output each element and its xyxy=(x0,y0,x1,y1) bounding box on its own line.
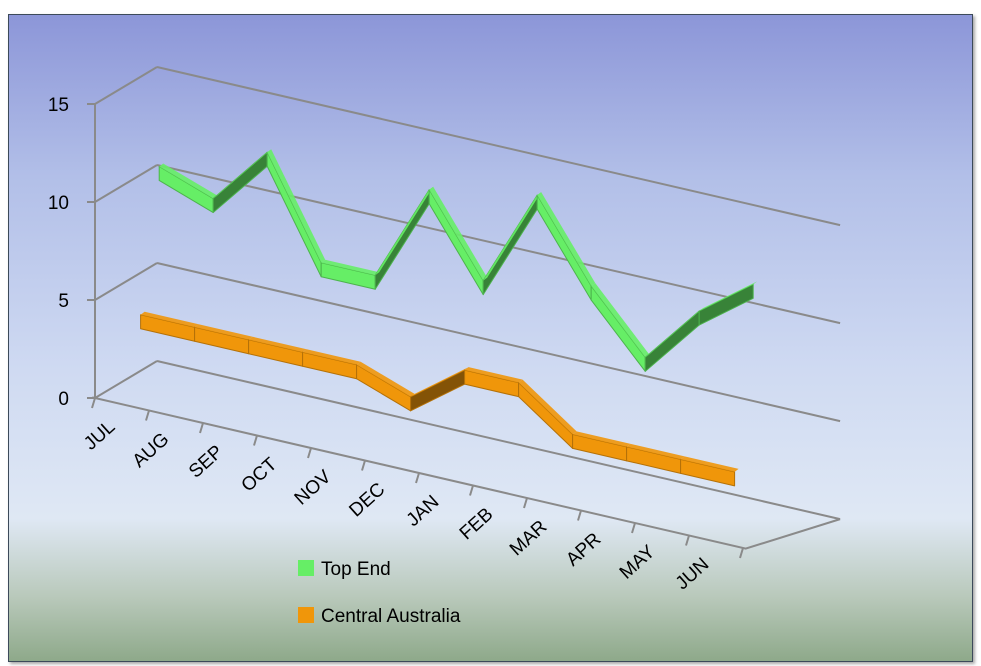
side-wall-gridline xyxy=(94,262,158,301)
line-segment-top xyxy=(572,431,631,447)
line-segment xyxy=(644,310,700,372)
legend: Top End Central Australia xyxy=(298,559,461,627)
line-segment-top xyxy=(645,308,704,358)
x-tick-mark xyxy=(739,547,744,559)
x-tick-mark xyxy=(199,422,204,434)
line-segment-top xyxy=(699,281,758,312)
series-ribbons xyxy=(140,149,758,487)
x-tick-mark xyxy=(145,410,150,421)
x-tick-mark xyxy=(631,522,636,534)
line-segment-top xyxy=(194,324,253,340)
legend-swatch xyxy=(298,560,314,576)
line-segment-top xyxy=(680,456,739,472)
x-tick-mark xyxy=(469,485,474,496)
line-segment-top xyxy=(159,163,218,199)
line-segment-top xyxy=(140,311,199,328)
x-tick-label: DEC xyxy=(345,479,389,521)
line-segment-top xyxy=(464,367,523,383)
line-segment xyxy=(536,194,592,301)
x-tick-label: MAR xyxy=(506,516,551,560)
x-tick-mark xyxy=(415,472,420,484)
line-segment-top xyxy=(537,192,596,287)
x-tick-label: AUG xyxy=(129,429,174,472)
line-segment-top xyxy=(375,186,434,276)
x-tick-mark xyxy=(307,447,312,459)
y-axis-ticks: 0 5 10 15 xyxy=(48,95,95,410)
line-segment-top xyxy=(248,336,307,353)
side-wall-gridline xyxy=(94,164,158,203)
x-tick-mark xyxy=(523,497,528,509)
line-segment-top xyxy=(356,361,415,397)
y-tick-label: 5 xyxy=(58,291,69,312)
line-segment-top xyxy=(591,283,650,358)
x-tick-label: JUN xyxy=(672,554,714,594)
plot-area xyxy=(8,14,973,662)
gridline xyxy=(156,360,841,521)
y-tick-label: 15 xyxy=(48,95,69,116)
x-tick-label: APR xyxy=(562,529,605,571)
line-segment-top xyxy=(518,379,577,435)
x-tick-mark xyxy=(91,397,96,409)
x-tick-mark xyxy=(577,510,582,521)
line-segment-top xyxy=(267,149,326,263)
series-top-end xyxy=(158,149,758,372)
line-segment xyxy=(212,151,268,214)
line-segment-top xyxy=(626,443,685,460)
series-central-australia xyxy=(140,311,739,487)
x-tick-label: MAY xyxy=(616,541,660,583)
x-tick-mark xyxy=(253,435,258,446)
line-segment xyxy=(518,382,574,449)
legend-label: Top End xyxy=(321,559,391,580)
side-wall-gridline xyxy=(94,360,158,399)
line-segment xyxy=(590,285,646,372)
line-segment xyxy=(680,458,736,487)
x-axis-ticks: JUL AUG SEP OCT NOV DEC JAN FEB MAR APR MAY JUN xyxy=(80,397,744,594)
line-segment xyxy=(428,189,484,296)
line-segment-top xyxy=(410,367,469,397)
x-tick-label: NOV xyxy=(291,466,336,509)
line-segment xyxy=(698,283,754,326)
x-tick-mark xyxy=(361,460,366,471)
line-segment-top xyxy=(302,349,361,365)
line-segment-top xyxy=(213,149,272,199)
legend-swatch xyxy=(298,607,314,623)
line-segment xyxy=(266,151,322,278)
x-tick-label: SEP xyxy=(185,441,227,482)
x-tick-label: FEB xyxy=(456,504,498,544)
gridline xyxy=(156,66,841,227)
legend-label: Central Australia xyxy=(321,606,461,627)
line-segment-top xyxy=(321,259,380,276)
side-wall-gridline xyxy=(94,66,158,105)
y-tick-label: 0 xyxy=(58,389,69,410)
x-tick-label: JUL xyxy=(80,416,119,454)
line-segment xyxy=(410,369,466,412)
x-tick-label: JAN xyxy=(403,491,444,531)
line-segment-top xyxy=(483,192,542,281)
y-tick-label: 10 xyxy=(48,193,69,214)
x-tick-mark xyxy=(685,535,690,546)
x-tick-label: OCT xyxy=(237,454,281,497)
gridline xyxy=(156,262,841,423)
line-segment-top xyxy=(429,186,488,281)
